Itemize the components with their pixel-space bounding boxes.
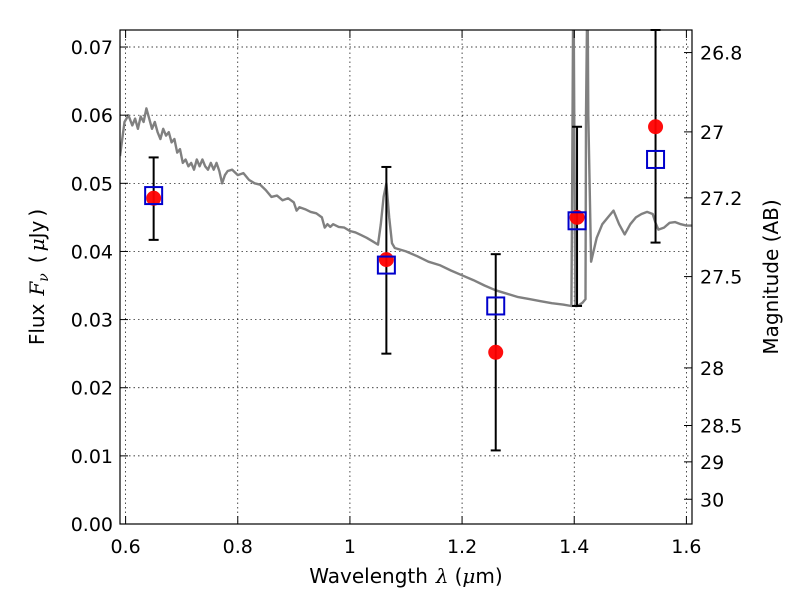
y-axis-label: FluxFν(μJy) [25, 209, 52, 345]
observed-point [378, 252, 394, 268]
x-axis-label: Wavelength λ (μm) [309, 564, 502, 588]
y-tick-label: 0.00 [71, 514, 113, 536]
observed-point [648, 119, 664, 135]
axes: 0.6 0.8 1 1.2 1.4 1.6 0.00 0.01 0.02 0.03 0.04 0.05… [71, 30, 742, 558]
markers [144, 29, 666, 452]
x-tick-label: 1.2 [447, 536, 477, 558]
y-tick-label: 0.04 [71, 241, 113, 263]
mag-tick-label: 29 [700, 452, 724, 474]
sed-spectrum-line [120, 30, 692, 308]
mag-tick-label: 26.8 [700, 43, 742, 65]
model-point [376, 255, 396, 275]
x-tick-label: 1 [344, 536, 356, 558]
mag-tick-label: 27.5 [700, 267, 742, 289]
plot-frame [119, 29, 693, 525]
y-tick-label: 0.01 [71, 446, 113, 468]
model-point [144, 186, 164, 206]
mag-tick-label: 28 [700, 358, 724, 380]
x-tick-label: 0.8 [223, 536, 253, 558]
observed-point [569, 209, 585, 225]
observed-point [146, 190, 162, 206]
model-point [486, 296, 506, 316]
mag-tick-label: 27 [700, 122, 724, 144]
grid [120, 30, 692, 525]
y-tick-label: 0.03 [71, 310, 113, 332]
x-tick-label: 1.4 [559, 536, 589, 558]
x-tick-label: 0.6 [110, 536, 140, 558]
y-tick-label: 0.06 [71, 105, 113, 127]
mag-tick-label: 27.2 [700, 188, 742, 210]
y2-axis-label: Magnitude (AB) [759, 199, 783, 354]
model-point [646, 149, 666, 169]
plot-area [120, 30, 692, 308]
observed-point [488, 344, 504, 360]
y-tick-label: 0.02 [71, 378, 113, 400]
y-tick-label: 0.05 [71, 173, 113, 195]
mag-tick-label: 30 [700, 489, 724, 511]
model-point [567, 211, 587, 231]
mag-tick-label: 28.5 [700, 416, 742, 438]
y-tick-label: 0.07 [71, 37, 113, 59]
x-tick-label: 1.6 [671, 536, 701, 558]
